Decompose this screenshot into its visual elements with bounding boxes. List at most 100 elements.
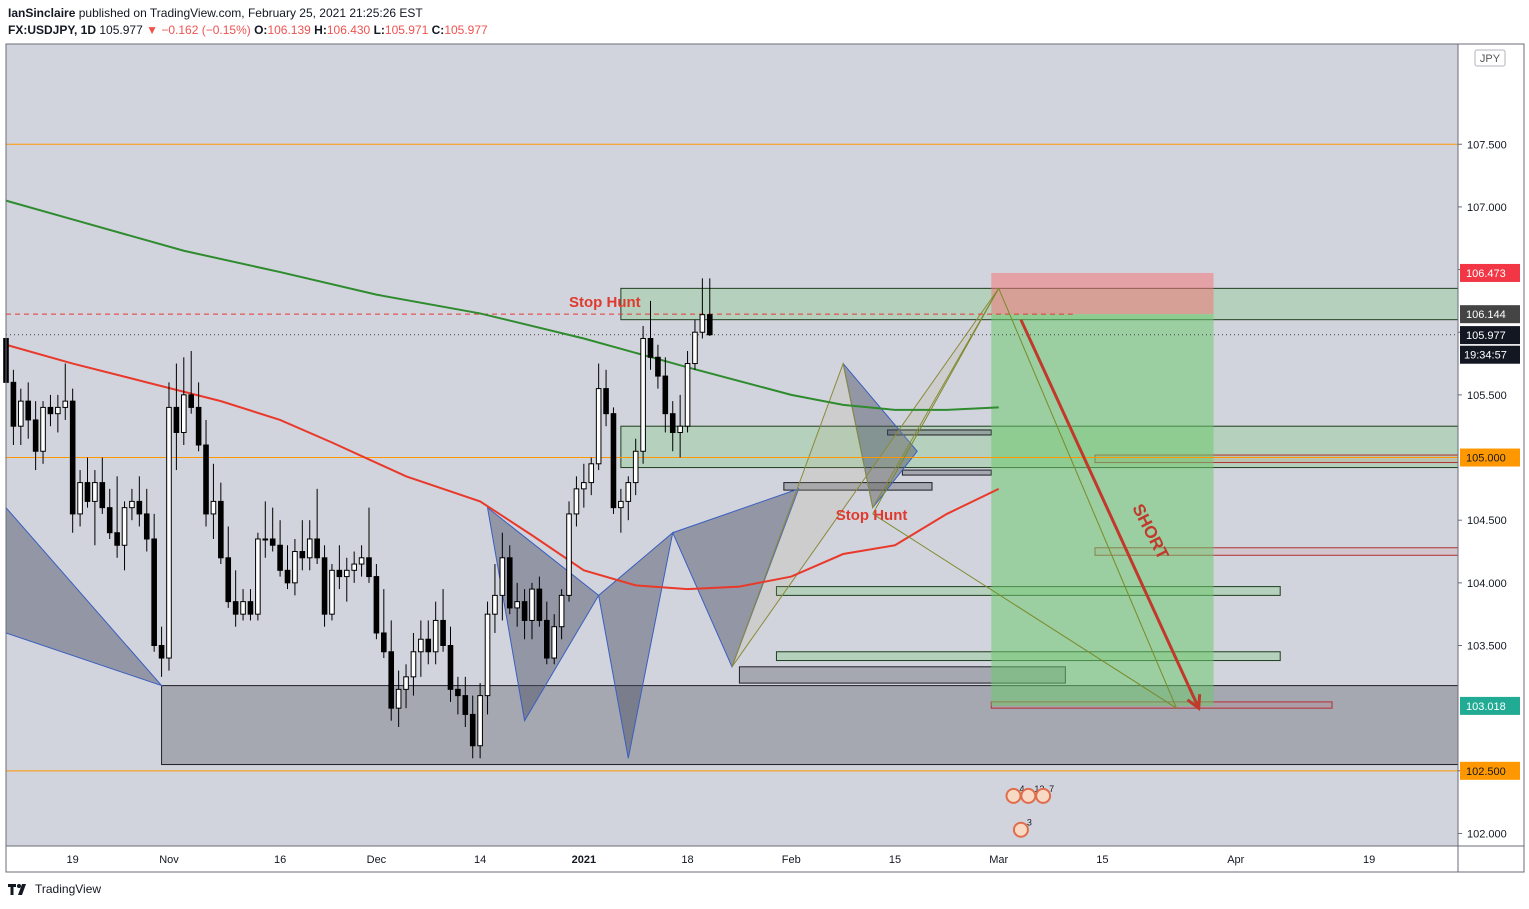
short-position-stop-area[interactable] [991,272,1214,315]
candle-body[interactable] [210,500,217,515]
candle-body[interactable] [277,544,283,571]
short-arrow-line[interactable] [1019,319,1201,709]
candle-body[interactable] [595,388,602,465]
candle-body[interactable] [499,557,506,596]
zone-rect[interactable] [783,482,933,491]
candle-body[interactable] [425,638,432,653]
candle-body[interactable] [581,482,587,490]
candle-body[interactable] [225,557,232,603]
candle-body[interactable] [692,331,698,365]
candle-body[interactable] [573,488,580,515]
trend-line[interactable] [998,288,1177,709]
candle-body[interactable] [166,406,172,659]
harmonic-pattern[interactable] [486,506,600,723]
candle-body[interactable] [180,394,187,433]
candle-body[interactable] [306,538,313,559]
candle-body[interactable] [669,413,676,433]
candle-body[interactable] [10,381,17,427]
zone-rect[interactable] [901,469,992,476]
author-name[interactable]: IanSinclaire [8,6,76,20]
candle-body[interactable] [418,638,424,653]
candle-body[interactable] [173,406,180,433]
candle-body[interactable] [55,406,61,415]
tradingview-brand[interactable]: TradingView [35,882,102,896]
candle-body[interactable] [129,500,135,509]
moving-average-line[interactable] [5,199,999,411]
candle-body[interactable] [151,538,157,646]
candle-body[interactable] [136,500,143,515]
candle-body[interactable] [462,695,469,715]
candle-body[interactable] [469,713,476,747]
candle-body[interactable] [655,356,661,377]
candle-body[interactable] [247,601,254,615]
candle-body[interactable] [706,314,713,336]
harmonic-pattern[interactable] [731,288,1000,668]
candle-body[interactable] [536,588,543,621]
candle-body[interactable] [677,425,683,433]
candle-body[interactable] [647,337,654,358]
candle-body[interactable] [40,406,46,452]
harmonic-pattern[interactable] [598,531,674,759]
candle-body[interactable] [114,532,120,546]
candle-body[interactable] [143,513,150,540]
candle-body[interactable] [625,482,632,502]
candle-body[interactable] [240,601,246,615]
candle-body[interactable] [388,651,395,709]
candle-body[interactable] [106,507,113,534]
candle-body[interactable] [440,619,446,646]
candle-body[interactable] [62,400,69,408]
candle-body[interactable] [477,695,483,747]
moving-average-line[interactable] [5,343,1000,591]
candle-body[interactable] [269,538,276,546]
chart-annotation[interactable]: Stop Hunt [836,507,908,524]
candle-body[interactable] [203,444,209,515]
harmonic-pattern[interactable] [672,488,800,669]
candle-body[interactable] [699,314,706,333]
candle-body[interactable] [195,406,202,446]
candle-body[interactable] [188,394,195,408]
candle-body[interactable] [232,601,239,615]
candle-body[interactable] [640,337,646,452]
candle-body[interactable] [292,551,298,584]
candle-body[interactable] [566,513,572,596]
candle-body[interactable] [521,601,528,621]
candle-body[interactable] [336,569,343,578]
candle-body[interactable] [329,569,335,615]
economic-event-icon[interactable]: 7 [1035,784,1054,804]
candle-body[interactable] [299,551,306,559]
candle-body[interactable] [158,645,165,659]
candle-body[interactable] [506,557,513,609]
candle-body[interactable] [255,538,261,615]
candle-body[interactable] [529,588,535,621]
candle-body[interactable] [403,676,409,690]
chart-annotation[interactable]: Stop Hunt [569,294,641,311]
candle-body[interactable] [588,463,595,484]
candle-body[interactable] [358,557,365,565]
candle-body[interactable] [77,482,83,515]
candle-body[interactable] [69,400,76,515]
candle-body[interactable] [455,688,461,697]
candle-body[interactable] [25,400,32,421]
candle-body[interactable] [432,619,439,653]
candle-body[interactable] [484,613,491,697]
price-scale[interactable] [1458,44,1524,846]
candle-body[interactable] [32,419,39,452]
candle-body[interactable] [447,645,454,690]
candle-body[interactable] [343,569,350,578]
candle-body[interactable] [395,688,402,709]
candle-body[interactable] [492,594,498,615]
candle-body[interactable] [84,482,91,502]
candle-body[interactable] [558,594,565,628]
candle-body[interactable] [121,507,128,546]
candle-body[interactable] [543,619,550,659]
candle-body[interactable] [218,500,224,559]
short-position-target-area[interactable] [991,314,1214,706]
candle-body[interactable] [18,400,24,427]
zone-rect[interactable] [161,685,1459,766]
candle-body[interactable] [284,569,291,584]
economic-event-icon[interactable]: 3 [1012,818,1032,838]
candle-body[interactable] [314,538,320,559]
candle-body[interactable] [99,482,106,509]
candle-body[interactable] [551,626,558,659]
